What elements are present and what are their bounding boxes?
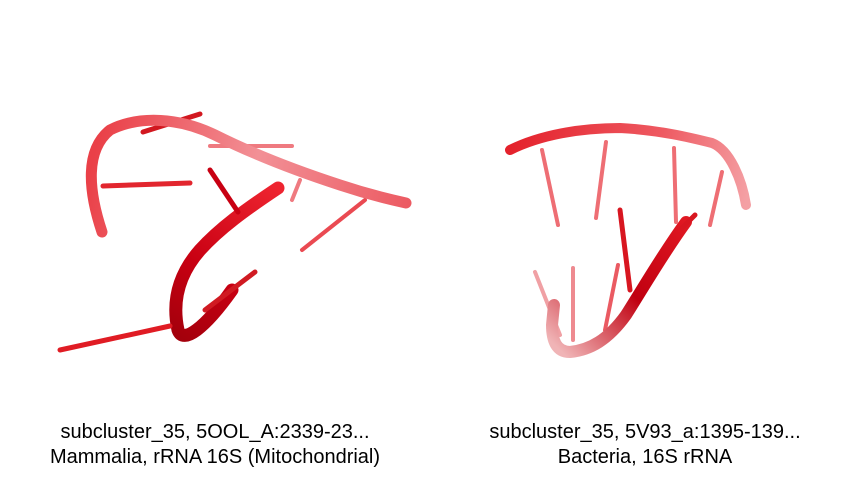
base-stick [594, 140, 608, 220]
base-stick [57, 323, 173, 353]
base-stick [617, 207, 633, 293]
panel-caption: subcluster_35, 5OOL_A:2339-23... Mammali… [0, 420, 430, 470]
base-stick [672, 146, 678, 224]
rna-structure-right [505, 122, 751, 359]
rna-backbone [85, 114, 412, 238]
panel-caption: subcluster_35, 5V93_a:1395-139... Bacter… [430, 420, 860, 470]
base-stick [300, 198, 367, 252]
base-stick [290, 178, 302, 202]
rna-backbone [169, 181, 285, 342]
caption-title: subcluster_35, 5OOL_A:2339-23... [60, 421, 370, 443]
rna-backbone [545, 216, 692, 359]
rna-backbone [505, 122, 751, 210]
base-stick [202, 269, 258, 313]
caption-subtitle: Bacteria, 16S rRNA [557, 446, 733, 468]
base-stick [540, 148, 560, 227]
structure-panel-right: subcluster_35, 5V93_a:1395-139... Bacter… [430, 0, 860, 480]
caption-subtitle: Mammalia, rRNA 16S (Mitochondrial) [49, 446, 381, 468]
base-stick [100, 180, 193, 189]
base-stick [207, 167, 241, 215]
base-stick [708, 170, 724, 227]
caption-title: subcluster_35, 5V93_a:1395-139... [489, 421, 801, 443]
rna-structure-left [57, 111, 412, 353]
structure-panel-left: subcluster_35, 5OOL_A:2339-23... Mammali… [0, 111, 430, 470]
base-stick [603, 263, 620, 332]
base-stick [679, 212, 698, 231]
